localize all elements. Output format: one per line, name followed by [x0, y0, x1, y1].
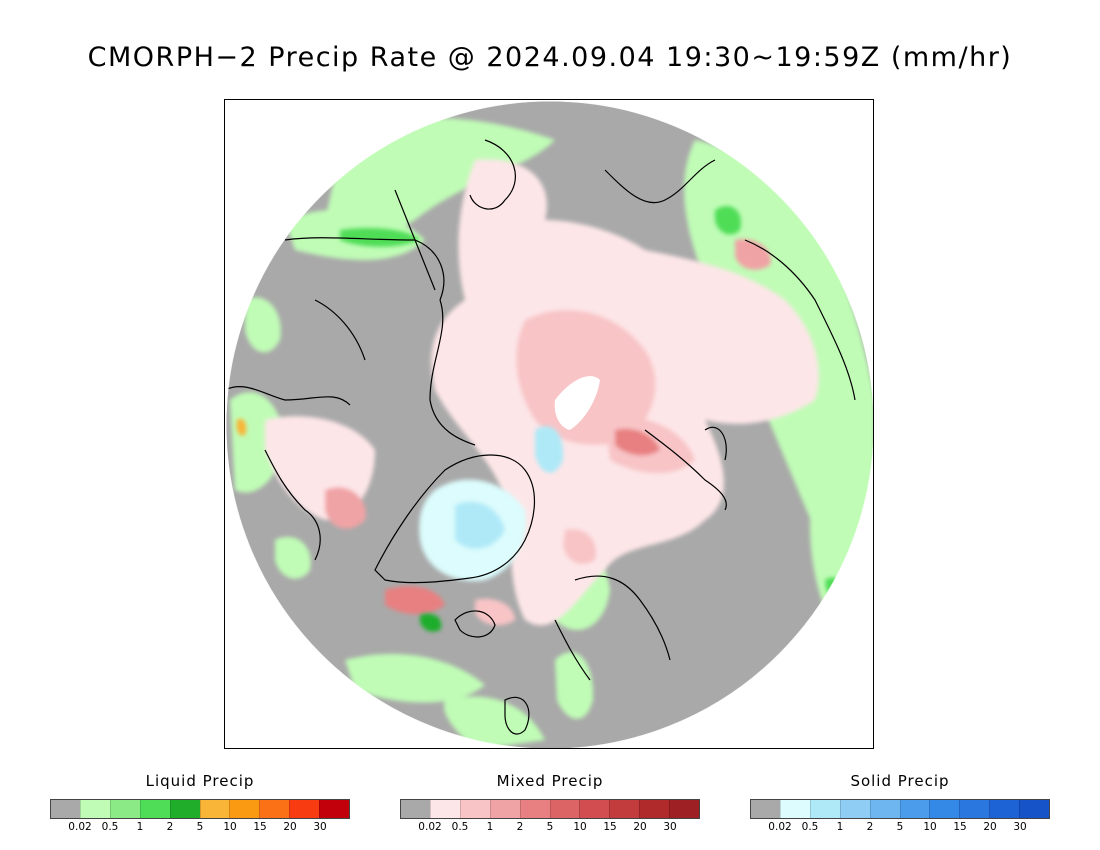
legend-solid-tick-label: 20	[983, 821, 997, 833]
legend-mixed-swatch	[639, 800, 670, 818]
legend-solid-colorbar	[750, 799, 1050, 819]
legend-liquid: Liquid Precip 0.02 0.5 1 2 5 10 15 20 30	[50, 772, 350, 835]
legend-solid-tick-label: 2	[866, 821, 874, 833]
legend-solid-tick-label: 0.5	[801, 821, 819, 833]
legend-mixed-swatch	[519, 800, 550, 818]
mixed-precip-areas	[265, 159, 819, 626]
legend-solid-swatch	[751, 800, 780, 818]
legend-solid: Solid Precip 0.02 0.5 1 2 5 10 15 20 30	[750, 772, 1050, 835]
legend-solid-swatch	[869, 800, 900, 818]
legend-mixed-swatch	[609, 800, 640, 818]
legend-solid-tick-label: 15	[953, 821, 967, 833]
legend-solid-title: Solid Precip	[850, 772, 950, 790]
legend-solid-swatch	[809, 800, 840, 818]
legend-mixed: Mixed Precip 0.02 0.5 1 2 5 10 15 20 30	[400, 772, 700, 835]
legend-liquid-tick-label: 2	[166, 821, 174, 833]
legend-solid-tick-label: 1	[836, 821, 844, 833]
legend-liquid-swatch	[169, 800, 200, 818]
legend-mixed-tick-label: 20	[633, 821, 647, 833]
legend-mixed-ticks: 0.02 0.5 1 2 5 10 15 20 30	[400, 821, 700, 835]
legend-solid-swatch	[779, 800, 810, 818]
legend-mixed-swatch	[459, 800, 490, 818]
legend-liquid-title: Liquid Precip	[145, 772, 255, 790]
legend-mixed-tick-label: 0.02	[418, 821, 442, 833]
liquid-precip-cores	[236, 206, 847, 632]
legend-mixed-tick-label: 0.5	[451, 821, 469, 833]
legend-solid-swatch	[1019, 800, 1050, 818]
legend-solid-swatch	[929, 800, 960, 818]
legend-solid-swatch	[959, 800, 990, 818]
legend-solid-tick-label: 10	[923, 821, 937, 833]
legend-mixed-swatch	[401, 800, 430, 818]
map-title: CMORPH−2 Precip Rate @ 2024.09.04 19:30~…	[87, 42, 1013, 73]
polar-white-zone	[554, 376, 600, 430]
legend-liquid-tick-label: 0.5	[101, 821, 119, 833]
legend-liquid-swatch	[229, 800, 260, 818]
legend-mixed-tick-label: 15	[603, 821, 617, 833]
legend-mixed-tick-label: 30	[663, 821, 677, 833]
legend-liquid-swatch	[259, 800, 290, 818]
legend-mixed-title: Mixed Precip	[496, 772, 604, 790]
legend-liquid-swatch	[109, 800, 140, 818]
legend-liquid-colorbar	[50, 799, 350, 819]
legend-liquid-ticks: 0.02 0.5 1 2 5 10 15 20 30	[50, 821, 350, 835]
legend-mixed-swatch	[579, 800, 610, 818]
legend-mixed-tick-label: 1	[486, 821, 494, 833]
legend-mixed-tick-label: 2	[516, 821, 524, 833]
legend-liquid-swatch	[79, 800, 110, 818]
polar-precip-map	[224, 99, 874, 749]
precip-map-svg	[226, 101, 873, 748]
legend-liquid-tick-label: 5	[196, 821, 204, 833]
legend-liquid-swatch	[319, 800, 350, 818]
legend-mixed-colorbar	[400, 799, 700, 819]
legend-mixed-tick-label: 5	[546, 821, 554, 833]
legend-liquid-tick-label: 0.02	[68, 821, 92, 833]
legend-mixed-swatch	[429, 800, 460, 818]
legend-solid-tick-label: 0.02	[768, 821, 792, 833]
legend-solid-tick-label: 5	[896, 821, 904, 833]
legend-liquid-swatch	[51, 800, 80, 818]
legend-solid-tick-label: 30	[1013, 821, 1027, 833]
legend-solid-ticks: 0.02 0.5 1 2 5 10 15 20 30	[750, 821, 1050, 835]
legend-liquid-tick-label: 1	[136, 821, 144, 833]
legend-solid-swatch	[989, 800, 1020, 818]
legend-mixed-swatch	[549, 800, 580, 818]
legend-solid-swatch	[899, 800, 930, 818]
legend-liquid-swatch	[289, 800, 320, 818]
legend-liquid-tick-label: 10	[223, 821, 237, 833]
legend-liquid-tick-label: 20	[283, 821, 297, 833]
legend-liquid-swatch	[199, 800, 230, 818]
legend-liquid-tick-label: 15	[253, 821, 267, 833]
solid-precip-areas	[419, 426, 564, 581]
legend-mixed-tick-label: 10	[573, 821, 587, 833]
legend-solid-swatch	[839, 800, 870, 818]
legend-liquid-swatch	[139, 800, 170, 818]
legend-mixed-swatch	[669, 800, 700, 818]
coastlines	[226, 139, 856, 735]
legend-mixed-swatch	[489, 800, 520, 818]
legend-liquid-tick-label: 30	[313, 821, 327, 833]
